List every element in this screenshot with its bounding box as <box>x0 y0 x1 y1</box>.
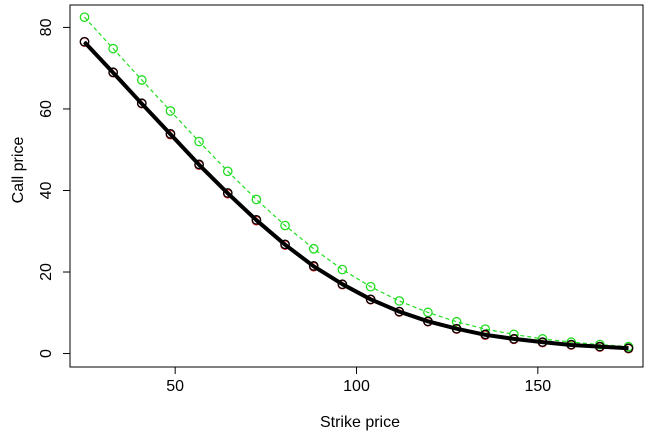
y-axis: 0 20 40 60 80 <box>38 18 70 358</box>
data-point <box>365 281 376 292</box>
x-axis-title: Strike price <box>320 414 400 431</box>
data-point <box>451 316 462 327</box>
y-tick-label: 20 <box>38 263 55 281</box>
x-tick-label: 100 <box>343 378 370 395</box>
data-point <box>394 296 405 306</box>
x-tick-label: 50 <box>166 378 184 395</box>
data-point <box>337 264 348 275</box>
data-point <box>79 12 90 23</box>
series-line <box>84 16 629 348</box>
data-point <box>79 36 90 47</box>
series-line <box>83 40 629 351</box>
data-point <box>251 194 262 205</box>
series-3 <box>79 12 634 352</box>
y-tick-label: 60 <box>38 100 55 118</box>
data-point <box>194 136 204 147</box>
y-tick-label: 80 <box>38 18 55 36</box>
data-point <box>308 243 319 254</box>
y-axis-title: Call price <box>10 137 27 204</box>
series-2 <box>79 37 634 354</box>
data-point <box>222 166 233 177</box>
data-point <box>308 261 319 271</box>
data-point <box>280 220 290 231</box>
series-line <box>84 41 629 350</box>
plot-frame <box>69 4 644 368</box>
y-tick-label: 0 <box>38 349 55 358</box>
data-point <box>165 128 176 139</box>
data-point <box>108 67 119 78</box>
data-point <box>280 239 290 250</box>
data-point <box>136 98 147 109</box>
data-point <box>136 75 147 85</box>
data-point <box>222 188 233 198</box>
x-axis: 50 100 150 <box>166 367 551 395</box>
series-1 <box>79 36 634 354</box>
data-point <box>108 43 119 54</box>
x-tick-label: 150 <box>524 378 551 395</box>
series-0 <box>83 40 629 351</box>
series-layer <box>79 12 634 354</box>
data-point <box>165 106 176 116</box>
data-point <box>194 159 204 170</box>
y-tick-label: 40 <box>38 181 55 199</box>
data-point <box>251 214 262 225</box>
series-line <box>84 41 629 349</box>
